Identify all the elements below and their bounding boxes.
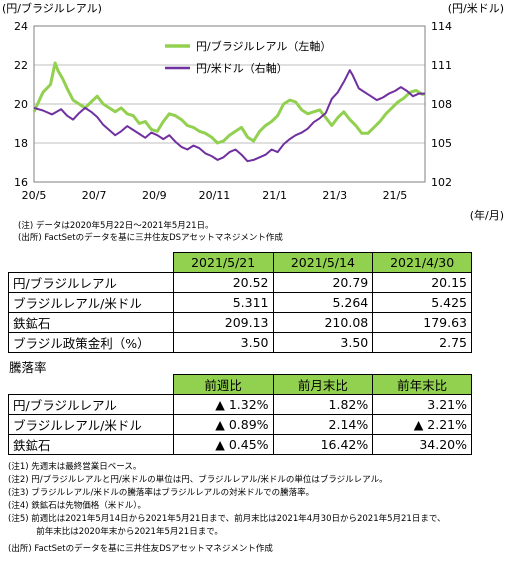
- table-row: 鉄鉱石 ▲ 0.45% 16.42% 34.20%: [8, 434, 472, 455]
- row-label: 円/ブラジルレアル: [8, 272, 174, 293]
- legend-label-usd: 円/米ドル（右軸）: [196, 61, 288, 75]
- table-cell: 34.20%: [372, 434, 472, 455]
- table-cell: 3.50: [272, 332, 374, 353]
- x-tick-label: 21/5: [383, 189, 408, 202]
- table-corner: [8, 252, 174, 273]
- table-cell: 1.82%: [272, 394, 374, 415]
- column-header: 前月末比: [272, 374, 374, 395]
- footnote: 前年末比は2020年末から2021年5月21日まで。: [8, 527, 223, 537]
- left-tick-label: 20: [14, 98, 28, 111]
- series-line-jpy-usd: [33, 69, 425, 163]
- row-label: 鉄鉱石: [8, 434, 174, 455]
- left-tick-label: 22: [14, 59, 28, 72]
- table-row: ブラジルレアル/米ドル 5.311 5.264 5.425: [8, 292, 472, 313]
- right-axis-ticks: 114 111 108 105 102: [431, 20, 452, 189]
- footnote: (注5) 前週比は2021年5月14日から2021年5月21日まで、前月末比は2…: [8, 514, 446, 524]
- table-row: 鉄鉱石 209.13 210.08 179.63: [8, 312, 472, 333]
- table-cell: 16.42%: [272, 434, 374, 455]
- table-cell: 5.425: [372, 292, 472, 313]
- change-table: 前週比 前月末比 前年末比 円/ブラジルレアル ▲ 1.32% 1.82% 3.…: [8, 374, 472, 455]
- section-title-change: 騰落率: [9, 360, 47, 375]
- right-tick-label: 105: [431, 137, 452, 150]
- legend-label-brl: 円/ブラジルレアル（左軸）: [196, 39, 331, 53]
- table-cell: ▲ 0.45%: [172, 434, 274, 455]
- table-cell: 3.50: [172, 332, 274, 353]
- x-axis-unit: (年/月): [470, 208, 504, 222]
- table-cell: 179.63: [372, 312, 472, 333]
- table-cell: 5.311: [172, 292, 274, 313]
- table-cell: 5.264: [272, 292, 374, 313]
- column-header: 2021/5/14: [272, 252, 374, 273]
- table-cell: ▲ 1.32%: [172, 394, 274, 415]
- column-header: 前週比: [172, 374, 274, 395]
- row-label: ブラジルレアル/米ドル: [8, 292, 174, 313]
- x-tick-label: 21/3: [322, 189, 347, 202]
- table-row: 円/ブラジルレアル ▲ 1.32% 1.82% 3.21%: [8, 394, 472, 415]
- table-cell: ▲ 0.89%: [172, 414, 274, 435]
- left-tick-label: 16: [14, 176, 28, 189]
- series-line-jpy-brl: [32, 61, 426, 145]
- x-axis-ticks: 20/5 20/7 20/9 20/11 21/1 21/3 21/5: [22, 189, 408, 202]
- table-cell: 20.79: [272, 272, 374, 293]
- table-cell: 2.75: [372, 332, 472, 353]
- plot-area-frame: [33, 25, 426, 183]
- left-axis-unit: (円/ブラジルレアル): [2, 1, 102, 15]
- table-cell: 20.15: [372, 272, 472, 293]
- table-row: 2021/5/21 2021/5/14 2021/4/30: [8, 252, 472, 273]
- footnote: (注2) 円/ブラジルレアルと円/米ドルの単位は円、ブラジルレアル/米ドルの単位…: [8, 475, 388, 485]
- right-axis-unit: (円/米ドル): [448, 2, 504, 15]
- table-cell: 20.52: [172, 272, 274, 293]
- left-axis-ticks: 24 22 20 18 16: [14, 20, 28, 189]
- x-tick-label: 20/5: [22, 189, 47, 202]
- table-cell: 3.21%: [372, 394, 472, 415]
- rates-table: 2021/5/21 2021/5/14 2021/4/30 円/ブラジルレアル …: [8, 252, 472, 353]
- row-label: ブラジル政策金利（%）: [8, 332, 174, 353]
- footnote: (注1) 先週末は最終営業日ベース。: [8, 462, 142, 472]
- right-tick-label: 111: [431, 59, 452, 72]
- left-tick-label: 18: [14, 137, 28, 150]
- right-tick-label: 102: [431, 176, 452, 189]
- right-tick-label: 108: [431, 98, 452, 111]
- chart-note: (注) データは2020年5月22日～2021年5月21日。: [18, 221, 214, 231]
- x-tick-label: 20/11: [199, 189, 231, 202]
- column-header: 2021/4/30: [372, 252, 472, 273]
- footnote-source: (出所) FactSetのデータを基に三井住友DSアセットマネジメント作成: [8, 544, 273, 554]
- series-layer: [32, 61, 426, 163]
- chart-source: (出所) FactSetのデータを基に三井住友DSアセットマネジメント作成: [18, 233, 283, 243]
- table-corner: [8, 374, 174, 395]
- x-tick-label: 21/1: [262, 189, 287, 202]
- left-tick-label: 24: [14, 20, 28, 33]
- right-tick-label: 114: [431, 20, 452, 33]
- footnote: (注3) ブラジルレアル/米ドルの騰落率はブラジルレアルの対米ドルでの騰落率。: [8, 488, 315, 498]
- table-row: ブラジルレアル/米ドル ▲ 0.89% 2.14% ▲ 2.21%: [8, 414, 472, 435]
- row-label: ブラジルレアル/米ドル: [8, 414, 174, 435]
- column-header: 前年末比: [372, 374, 472, 395]
- row-label: 鉄鉱石: [8, 312, 174, 333]
- table-cell: 210.08: [272, 312, 374, 333]
- x-tick-label: 20/9: [142, 189, 167, 202]
- x-tick-label: 20/7: [82, 189, 107, 202]
- row-label: 円/ブラジルレアル: [8, 394, 174, 415]
- table-cell: 209.13: [172, 312, 274, 333]
- table-row: ブラジル政策金利（%） 3.50 3.50 2.75: [8, 332, 472, 353]
- table-cell: ▲ 2.21%: [372, 414, 472, 435]
- table-row: 円/ブラジルレアル 20.52 20.79 20.15: [8, 272, 472, 293]
- table-row: 前週比 前月末比 前年末比: [8, 374, 472, 395]
- table-cell: 2.14%: [272, 414, 374, 435]
- footnote: (注4) 鉄鉱石は先物価格（米ドル）。: [8, 501, 146, 511]
- grid-lines: [34, 64, 425, 144]
- column-header: 2021/5/21: [172, 252, 274, 273]
- legend: 円/ブラジルレアル（左軸） 円/米ドル（右軸）: [165, 39, 331, 75]
